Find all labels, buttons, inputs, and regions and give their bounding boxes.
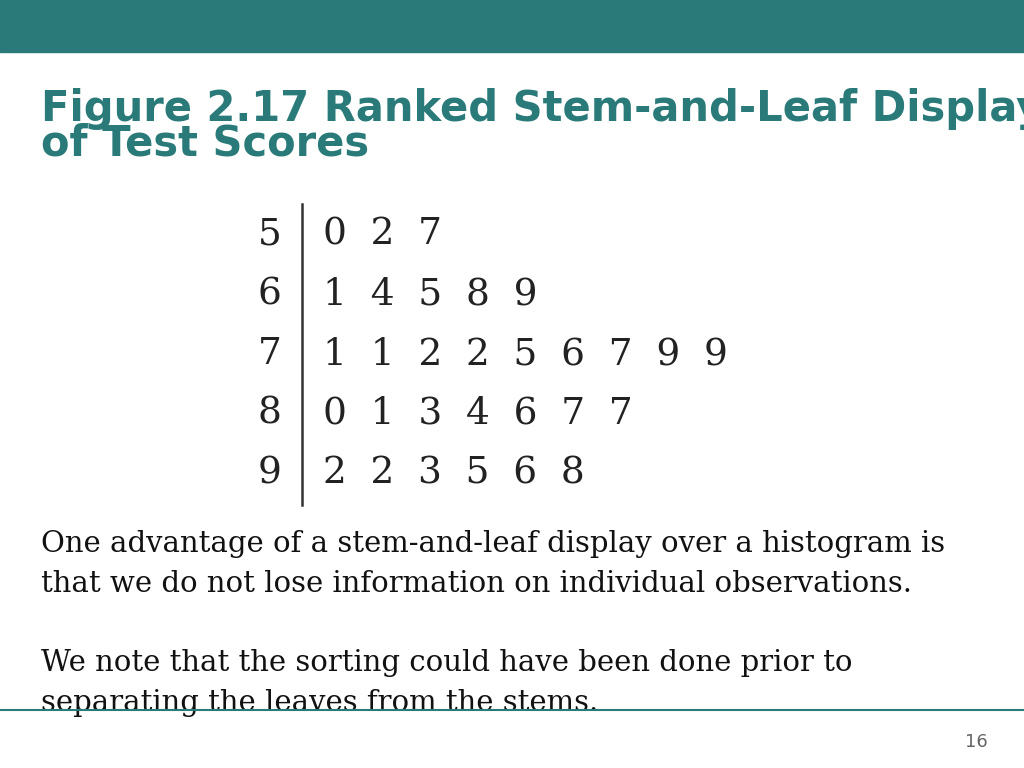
- Text: 5: 5: [258, 217, 282, 252]
- Text: 1  4  5  8  9: 1 4 5 8 9: [323, 276, 537, 312]
- Text: 1  1  2  2  5  6  7  9  9: 1 1 2 2 5 6 7 9 9: [323, 336, 727, 372]
- Text: of Test Scores: of Test Scores: [41, 123, 369, 165]
- Text: 8: 8: [258, 396, 282, 432]
- Text: 16: 16: [966, 733, 988, 751]
- Text: We note that the sorting could have been done prior to
separating the leaves fro: We note that the sorting could have been…: [41, 649, 852, 717]
- Text: 2  2  3  5  6  8: 2 2 3 5 6 8: [323, 456, 585, 492]
- Text: Figure 2.17 Ranked Stem-and-Leaf Display: Figure 2.17 Ranked Stem-and-Leaf Display: [41, 88, 1024, 131]
- Text: 7: 7: [258, 336, 282, 372]
- Text: 9: 9: [258, 456, 282, 492]
- Text: 0  1  3  4  6  7  7: 0 1 3 4 6 7 7: [323, 396, 632, 432]
- Text: 0  2  7: 0 2 7: [323, 217, 441, 252]
- Text: 6: 6: [258, 276, 282, 312]
- Text: One advantage of a stem-and-leaf display over a histogram is
that we do not lose: One advantage of a stem-and-leaf display…: [41, 530, 945, 598]
- Bar: [0, 0, 1024, 52]
